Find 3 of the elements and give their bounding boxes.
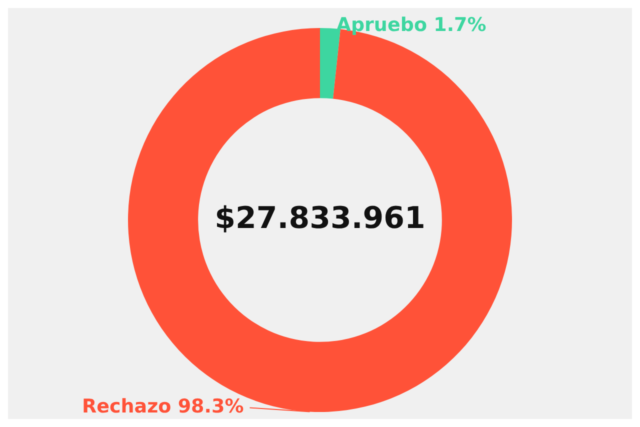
slice-label: Rechazo 98.3% xyxy=(82,396,244,418)
text: $27.833.961 xyxy=(214,200,426,236)
slice-label: Apruebo 1.7% xyxy=(336,14,486,36)
